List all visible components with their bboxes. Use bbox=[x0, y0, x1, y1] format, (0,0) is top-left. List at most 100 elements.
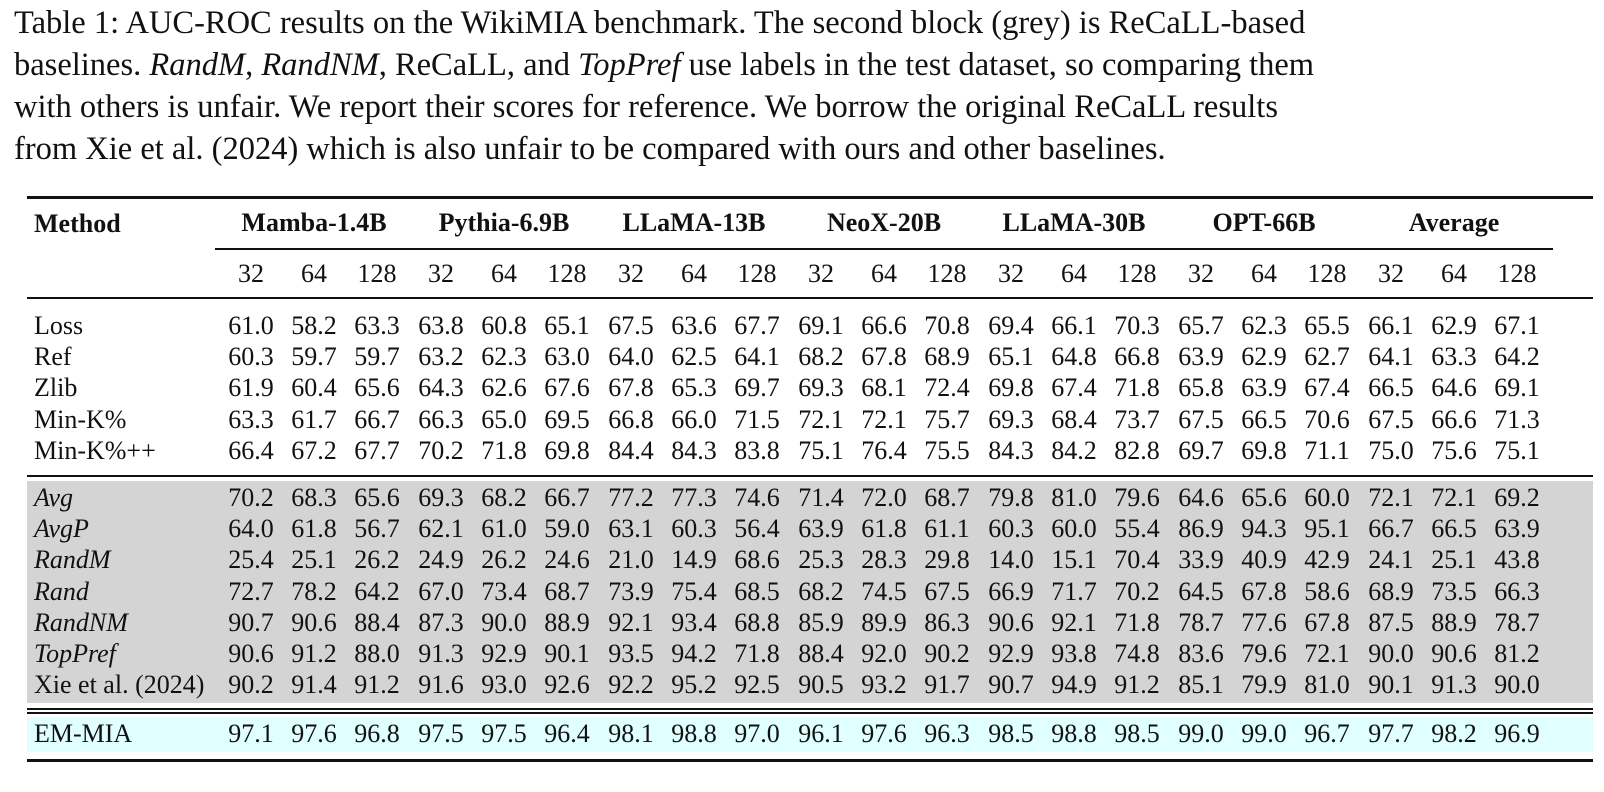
table-cell-value: 60.4 bbox=[291, 373, 337, 403]
table-cell-value: 97.6 bbox=[291, 719, 337, 748]
column-header-length: 128 bbox=[927, 259, 967, 288]
block-separator-rule bbox=[27, 475, 1593, 477]
table-cell-value: 73.7 bbox=[1114, 404, 1160, 434]
table-cell-value: 72.1 bbox=[1304, 639, 1350, 668]
table-cell-value: 62.6 bbox=[481, 373, 527, 403]
table-cell-value: 55.4 bbox=[1114, 514, 1160, 544]
table-cell-value: 93.8 bbox=[1051, 639, 1097, 668]
table-cell-value: 15.1 bbox=[1051, 545, 1097, 575]
table-cell-value: 76.4 bbox=[861, 435, 907, 465]
table-cell-value: 70.2 bbox=[228, 483, 274, 512]
table-cell-value: 70.3 bbox=[1114, 311, 1160, 340]
table-cell-value: 67.5 bbox=[1178, 404, 1224, 434]
table-cell-value: 63.9 bbox=[1241, 373, 1287, 403]
table-cell-value: 96.3 bbox=[924, 719, 970, 748]
row-method-label: Rand bbox=[34, 576, 89, 606]
table-cell-value: 66.0 bbox=[671, 404, 717, 434]
table-cell-value: 79.6 bbox=[1241, 639, 1287, 668]
caption-text: use labels in the test dataset, so compa… bbox=[680, 47, 1315, 83]
table-cell-value: 88.9 bbox=[1431, 607, 1477, 637]
em-mia-row-highlight bbox=[27, 717, 1593, 753]
table-cell-value: 91.2 bbox=[354, 670, 400, 700]
table-cell-value: 72.1 bbox=[798, 404, 844, 434]
table-cell-value: 92.9 bbox=[481, 639, 527, 668]
model-underline bbox=[975, 248, 1173, 250]
table-cell-value: 69.1 bbox=[798, 311, 844, 340]
row-method-label: Avg bbox=[34, 483, 73, 512]
table-cell-value: 64.6 bbox=[1178, 483, 1224, 512]
table-cell-value: 67.5 bbox=[608, 311, 654, 340]
column-header-length: 64 bbox=[681, 259, 707, 288]
model-underline bbox=[785, 248, 983, 250]
table-cell-value: 69.8 bbox=[988, 373, 1034, 403]
table-cell-value: 69.4 bbox=[988, 311, 1034, 340]
table-cell-value: 90.1 bbox=[1368, 670, 1414, 700]
table-cell-value: 68.6 bbox=[734, 545, 780, 575]
table-cell-value: 64.2 bbox=[354, 576, 400, 606]
row-method-label: Ref bbox=[34, 342, 72, 372]
table-cell-value: 75.0 bbox=[1368, 435, 1414, 465]
table-cell-value: 58.2 bbox=[291, 311, 337, 340]
caption-line: from Xie et al. (2024) which is also unf… bbox=[14, 128, 1594, 170]
table-cell-value: 42.9 bbox=[1304, 545, 1350, 575]
table-cell-value: 61.7 bbox=[291, 404, 337, 434]
table-cell-value: 60.3 bbox=[228, 342, 274, 372]
table-cell-value: 59.7 bbox=[291, 342, 337, 372]
table-cell-value: 25.4 bbox=[228, 545, 274, 575]
table-cell-value: 66.5 bbox=[1368, 373, 1414, 403]
table-cell-value: 40.9 bbox=[1241, 545, 1287, 575]
caption-line: with others is unfair. We report their s… bbox=[14, 86, 1594, 128]
model-underline bbox=[595, 248, 793, 250]
table-cell-value: 90.2 bbox=[228, 670, 274, 700]
table-cell-value: 68.1 bbox=[861, 373, 907, 403]
table-cell-value: 66.7 bbox=[544, 483, 590, 512]
table-cell-value: 98.5 bbox=[1114, 719, 1160, 748]
table-cell-value: 91.2 bbox=[291, 639, 337, 668]
table-cell-value: 67.0 bbox=[418, 576, 464, 606]
table-cell-value: 93.5 bbox=[608, 639, 654, 668]
table-cell-value: 75.1 bbox=[798, 435, 844, 465]
table-cell-value: 73.4 bbox=[481, 576, 527, 606]
table-cell-value: 67.8 bbox=[861, 342, 907, 372]
table-cell-value: 84.2 bbox=[1051, 435, 1097, 465]
table-cell-value: 79.8 bbox=[988, 483, 1034, 512]
table-cell-value: 24.1 bbox=[1368, 545, 1414, 575]
table-cell-value: 75.6 bbox=[1431, 435, 1477, 465]
table-cell-value: 69.3 bbox=[988, 404, 1034, 434]
column-header-length: 32 bbox=[1188, 259, 1214, 288]
table-cell-value: 99.0 bbox=[1241, 719, 1287, 748]
column-header-model: NeoX-20B bbox=[826, 208, 942, 237]
table-cell-value: 98.8 bbox=[1051, 719, 1097, 748]
table-cell-value: 83.6 bbox=[1178, 639, 1224, 668]
table-cell-value: 74.8 bbox=[1114, 639, 1160, 668]
table-cell-value: 65.3 bbox=[671, 373, 717, 403]
table-cell-value: 98.2 bbox=[1431, 719, 1477, 748]
table-cell-value: 92.2 bbox=[608, 670, 654, 700]
table-cell-value: 63.0 bbox=[544, 342, 590, 372]
table-cell-value: 73.9 bbox=[608, 576, 654, 606]
column-header-model: LLaMA-13B bbox=[622, 208, 766, 237]
table-cell-value: 66.6 bbox=[1431, 404, 1477, 434]
row-method-label: EM-MIA bbox=[34, 719, 133, 748]
table-cell-value: 67.8 bbox=[1241, 576, 1287, 606]
column-header-model: LLaMA-30B bbox=[1002, 208, 1146, 237]
table-cell-value: 60.3 bbox=[988, 514, 1034, 544]
column-header-length: 32 bbox=[1378, 259, 1404, 288]
table-cell-value: 77.2 bbox=[608, 483, 654, 512]
table-cell-value: 72.7 bbox=[228, 576, 274, 606]
table-cell-value: 71.4 bbox=[798, 483, 844, 512]
table-cell-value: 73.5 bbox=[1431, 576, 1477, 606]
table-cell-value: 69.3 bbox=[418, 483, 464, 512]
table-cell-value: 87.5 bbox=[1368, 607, 1414, 637]
table-cell-value: 61.9 bbox=[228, 373, 274, 403]
table-cell-value: 26.2 bbox=[354, 545, 400, 575]
table-cell-value: 72.0 bbox=[861, 483, 907, 512]
column-header-length: 64 bbox=[301, 259, 327, 288]
column-header-length: 32 bbox=[998, 259, 1024, 288]
table-cell-value: 90.7 bbox=[988, 670, 1034, 700]
table-cell-value: 67.2 bbox=[291, 435, 337, 465]
table-cell-value: 84.3 bbox=[671, 435, 717, 465]
table-cell-value: 96.1 bbox=[798, 719, 844, 748]
table-cell-value: 71.8 bbox=[481, 435, 527, 465]
table-cell-value: 81.0 bbox=[1051, 483, 1097, 512]
